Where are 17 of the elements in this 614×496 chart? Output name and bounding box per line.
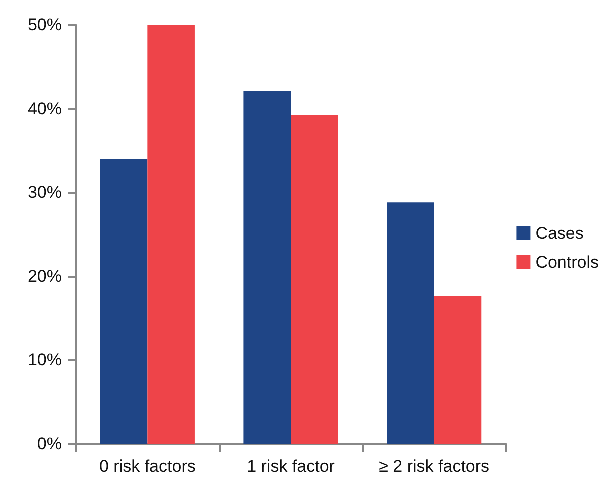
y-tick-label: 40%	[28, 99, 62, 118]
bar	[291, 116, 338, 444]
y-tick-label: 50%	[28, 16, 62, 34]
x-tick-label: 0 risk factors	[99, 457, 196, 476]
legend-label: Controls	[536, 253, 600, 272]
bar	[100, 159, 148, 444]
y-tick-label: 10%	[28, 350, 62, 370]
x-tick-label: 1 risk factor	[247, 457, 336, 476]
y-tick-label: 30%	[28, 183, 62, 202]
bar	[387, 202, 434, 444]
y-tick-label: 0%	[37, 434, 62, 454]
x-tick-label: ≥ 2 risk factors	[379, 457, 490, 476]
bar	[434, 296, 482, 444]
bar	[244, 91, 291, 444]
legend-label: Cases	[536, 224, 584, 243]
y-tick-label: 20%	[28, 266, 62, 286]
bar	[148, 25, 195, 444]
